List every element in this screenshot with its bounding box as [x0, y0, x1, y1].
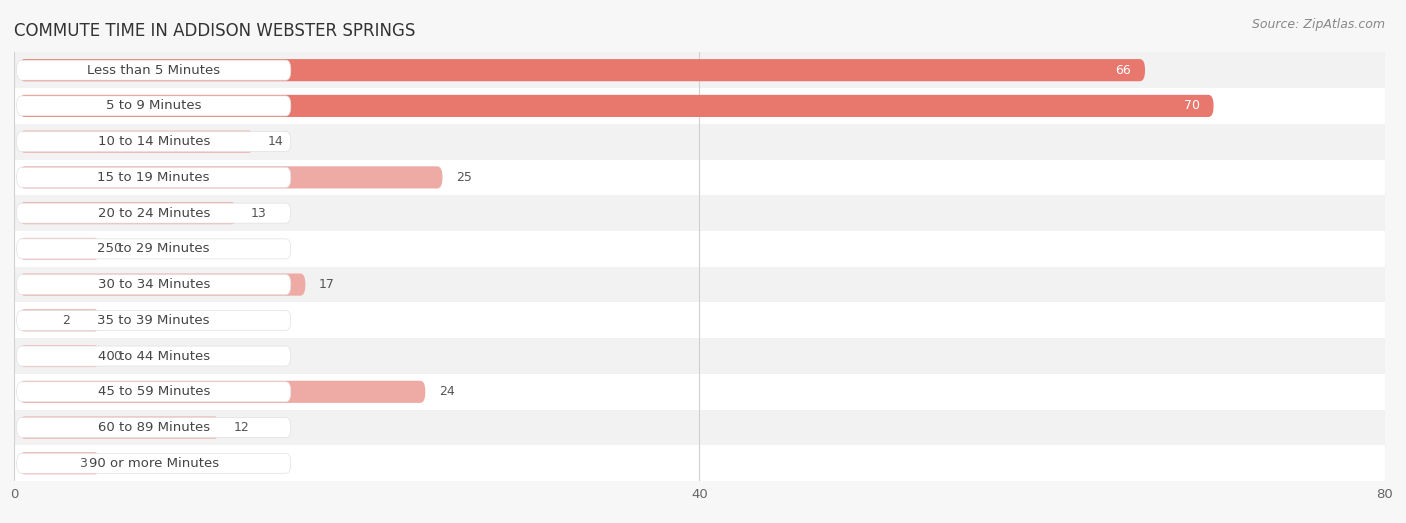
Bar [14, 374, 1385, 410]
FancyBboxPatch shape [17, 275, 291, 294]
FancyBboxPatch shape [20, 274, 305, 295]
Text: 24: 24 [439, 385, 454, 399]
Text: 70: 70 [1184, 99, 1199, 112]
Bar [14, 52, 1385, 88]
Bar [14, 446, 1385, 481]
Text: 2: 2 [62, 314, 70, 327]
FancyBboxPatch shape [17, 417, 291, 438]
FancyBboxPatch shape [20, 202, 236, 224]
Text: 14: 14 [267, 135, 284, 148]
Bar [14, 267, 1385, 302]
FancyBboxPatch shape [17, 239, 291, 259]
Text: 30 to 34 Minutes: 30 to 34 Minutes [97, 278, 209, 291]
FancyBboxPatch shape [17, 346, 291, 366]
Text: Source: ZipAtlas.com: Source: ZipAtlas.com [1251, 18, 1385, 31]
Bar [14, 302, 1385, 338]
FancyBboxPatch shape [20, 59, 1144, 81]
FancyBboxPatch shape [17, 203, 291, 223]
FancyBboxPatch shape [17, 382, 291, 402]
Text: 66: 66 [1115, 64, 1132, 77]
FancyBboxPatch shape [17, 96, 291, 116]
Text: 60 to 89 Minutes: 60 to 89 Minutes [97, 421, 209, 434]
Text: 45 to 59 Minutes: 45 to 59 Minutes [97, 385, 209, 399]
FancyBboxPatch shape [20, 381, 425, 403]
Bar [14, 88, 1385, 124]
FancyBboxPatch shape [17, 310, 291, 331]
Text: Less than 5 Minutes: Less than 5 Minutes [87, 64, 221, 77]
FancyBboxPatch shape [20, 238, 100, 260]
FancyBboxPatch shape [20, 416, 219, 439]
Text: 90 or more Minutes: 90 or more Minutes [89, 457, 219, 470]
FancyBboxPatch shape [20, 309, 100, 332]
Bar [14, 124, 1385, 160]
FancyBboxPatch shape [17, 453, 291, 473]
Text: 0: 0 [114, 349, 121, 362]
FancyBboxPatch shape [20, 131, 254, 153]
Text: 20 to 24 Minutes: 20 to 24 Minutes [97, 207, 209, 220]
Text: 40 to 44 Minutes: 40 to 44 Minutes [97, 349, 209, 362]
Bar [14, 338, 1385, 374]
Text: COMMUTE TIME IN ADDISON WEBSTER SPRINGS: COMMUTE TIME IN ADDISON WEBSTER SPRINGS [14, 21, 415, 40]
Text: 0: 0 [114, 242, 121, 255]
Text: 35 to 39 Minutes: 35 to 39 Minutes [97, 314, 209, 327]
Text: 12: 12 [233, 421, 249, 434]
Text: 13: 13 [250, 207, 266, 220]
FancyBboxPatch shape [20, 166, 443, 188]
Text: 15 to 19 Minutes: 15 to 19 Minutes [97, 171, 209, 184]
Bar [14, 195, 1385, 231]
Bar [14, 160, 1385, 195]
Text: 10 to 14 Minutes: 10 to 14 Minutes [97, 135, 209, 148]
Text: 5 to 9 Minutes: 5 to 9 Minutes [105, 99, 201, 112]
FancyBboxPatch shape [20, 95, 1213, 117]
FancyBboxPatch shape [17, 167, 291, 187]
Bar [14, 231, 1385, 267]
Text: 25 to 29 Minutes: 25 to 29 Minutes [97, 242, 209, 255]
FancyBboxPatch shape [17, 60, 291, 80]
FancyBboxPatch shape [20, 452, 100, 474]
FancyBboxPatch shape [17, 132, 291, 152]
Text: 17: 17 [319, 278, 335, 291]
Bar [14, 410, 1385, 446]
Text: 25: 25 [456, 171, 472, 184]
Text: 3: 3 [79, 457, 87, 470]
FancyBboxPatch shape [20, 345, 100, 367]
